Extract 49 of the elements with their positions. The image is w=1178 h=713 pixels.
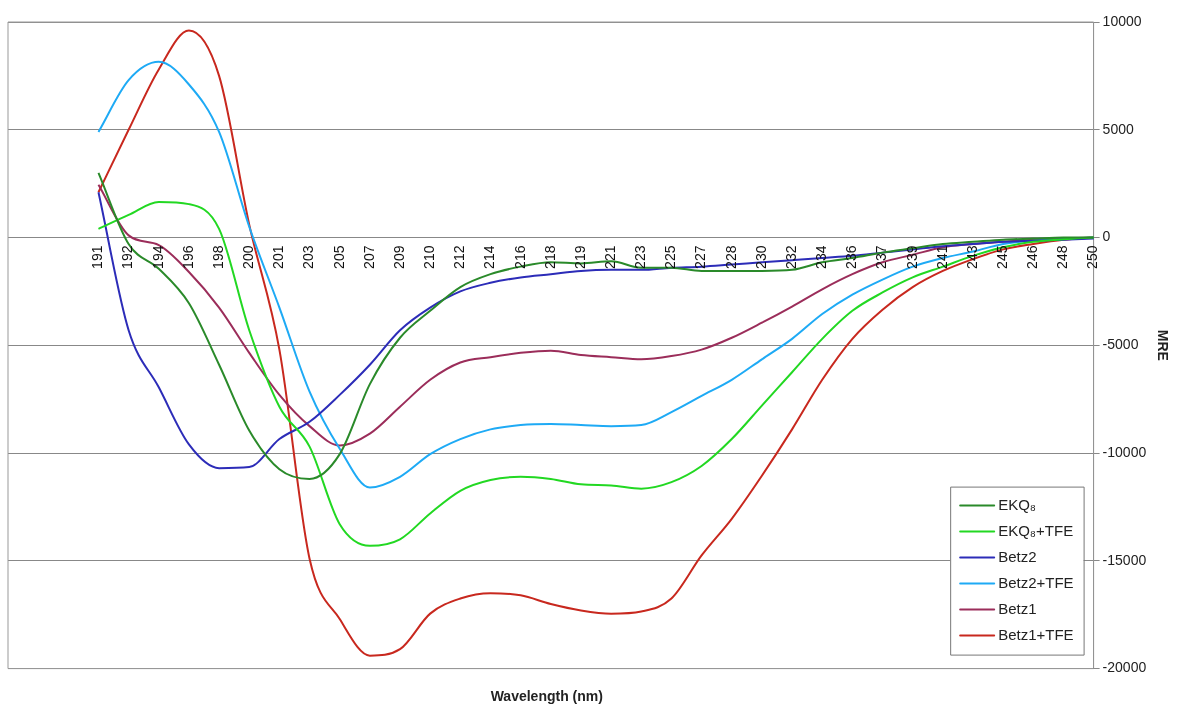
y-tick-label: -20000	[1102, 659, 1147, 676]
x-tick-label: 219	[571, 245, 588, 269]
x-tick-label: 228	[722, 245, 739, 269]
x-tick-label: 237	[873, 245, 890, 269]
x-tick-label: 241	[933, 245, 950, 269]
y-tick-label: 10000	[1102, 12, 1142, 29]
y-tick-label: 0	[1102, 228, 1111, 245]
x-tick-label: 192	[119, 245, 136, 269]
legend-label: Betz1+TFE	[998, 625, 1074, 643]
x-tick-label: 250	[1084, 245, 1101, 269]
x-tick-label: 194	[149, 245, 166, 269]
x-tick-label: 209	[390, 245, 407, 269]
x-tick-label: 210	[421, 245, 438, 269]
x-axis-title: Wavelength (nm)	[489, 688, 604, 704]
legend-label: Betz2	[998, 547, 1037, 565]
x-tick-label: 232	[782, 245, 799, 269]
x-tick-label: 236	[843, 245, 860, 269]
x-tick-label: 223	[632, 245, 649, 269]
x-tick-label: 239	[903, 245, 920, 269]
x-tick-label: 246	[1024, 245, 1041, 269]
x-tick-label: 205	[330, 245, 347, 269]
y-axis-title: MRE	[1154, 329, 1171, 361]
y-tick-label: -15000	[1102, 551, 1147, 568]
legend-label: EKQ₈+TFE	[998, 521, 1074, 539]
x-tick-label: 230	[752, 245, 769, 269]
x-tick-label: 225	[662, 245, 679, 269]
x-tick-label: 245	[994, 245, 1010, 269]
legend-label: Betz2+TFE	[998, 573, 1074, 591]
x-tick-label: 191	[89, 245, 106, 269]
x-tick-label: 234	[813, 245, 830, 269]
x-tick-label: 227	[692, 245, 709, 269]
y-tick-label: 5000	[1102, 120, 1134, 137]
x-tick-label: 214	[481, 245, 498, 269]
legend-label: EKQ₈	[998, 495, 1037, 513]
x-tick-label: 248	[1054, 245, 1071, 269]
legend-label: Betz1	[998, 599, 1037, 617]
x-tick-label: 216	[511, 245, 528, 269]
x-tick-label: 243	[963, 245, 980, 269]
x-tick-label: 200	[240, 245, 257, 269]
x-tick-label: 207	[360, 245, 377, 269]
x-tick-label: 218	[541, 245, 558, 269]
x-tick-label: 221	[601, 245, 618, 269]
y-tick-label: -10000	[1102, 443, 1147, 460]
x-tick-label: 201	[270, 245, 287, 269]
x-tick-label: 196	[179, 245, 196, 269]
x-tick-label: 203	[300, 245, 317, 269]
x-tick-label: 212	[451, 245, 468, 269]
y-tick-label: -5000	[1102, 336, 1139, 353]
x-tick-label: 198	[209, 245, 226, 269]
